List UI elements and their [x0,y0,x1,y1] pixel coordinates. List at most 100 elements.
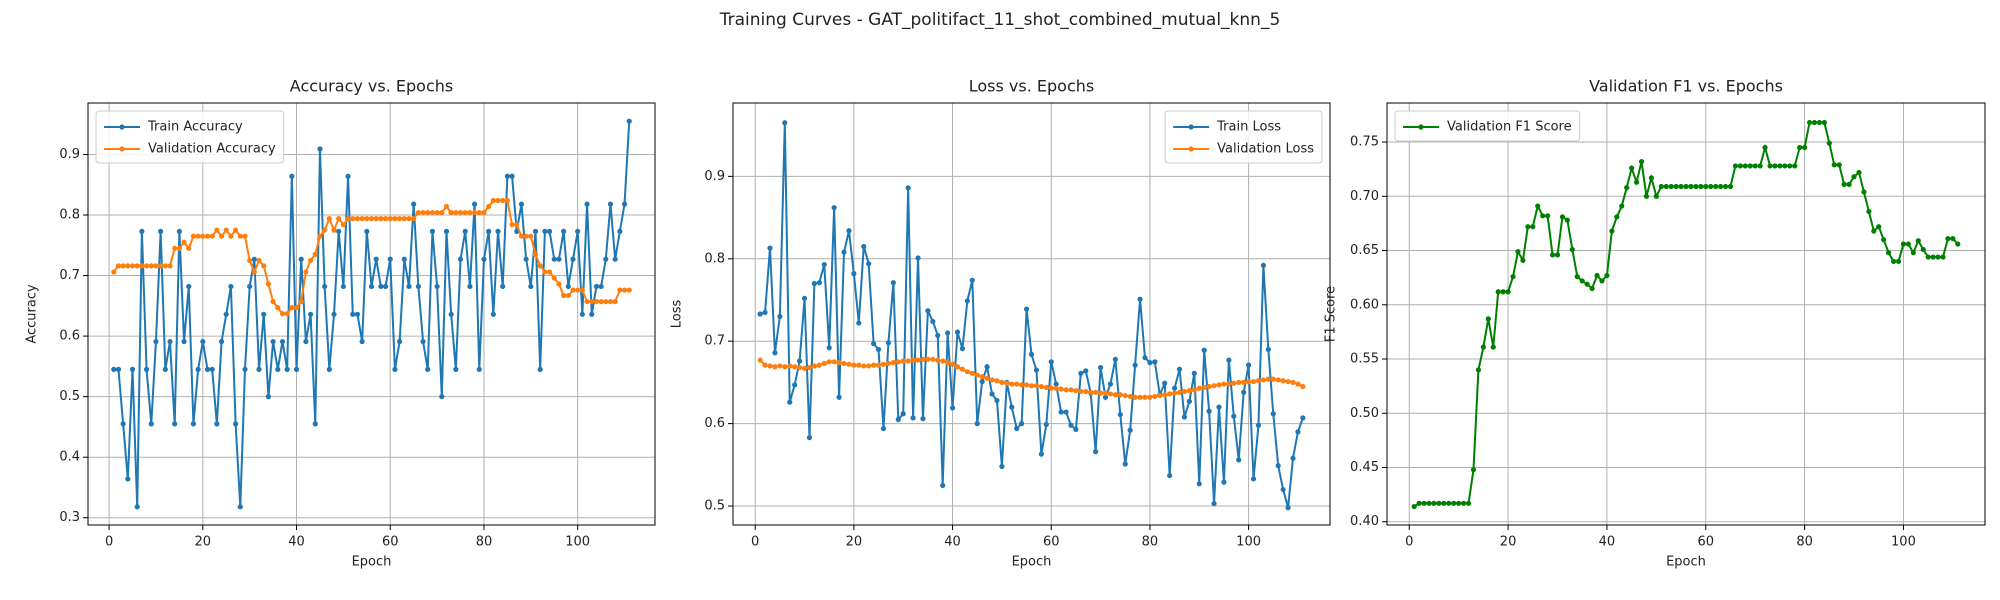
data-point [303,338,309,345]
legend-marker [1188,146,1194,152]
data-point [364,228,370,234]
data-point [1866,208,1872,215]
data-point [1871,228,1877,234]
data-point [603,298,609,305]
data-point [598,298,604,305]
data-point [457,256,464,262]
data-point [359,338,365,345]
data-point [129,263,136,269]
data-point [856,320,862,326]
data-point [275,305,281,311]
data-point [1525,224,1531,230]
data-point [279,338,286,345]
data-point [256,366,262,372]
data-point [1693,183,1699,190]
data-point [792,364,798,370]
data-point [1211,500,1217,507]
data-point [1688,183,1694,190]
data-point [1176,389,1183,395]
data-point [1895,258,1902,264]
data-point [890,280,896,286]
x-tick-label: 20 [1500,535,1517,550]
data-point [1221,381,1227,387]
data-point [345,216,351,222]
data-point [565,292,571,299]
data-point [200,338,206,345]
legend-label: Validation Accuracy [148,142,276,157]
plot-frame [1386,102,1986,526]
data-point [1181,388,1188,395]
data-point [1048,359,1054,365]
data-point [556,281,562,287]
data-point [940,482,946,489]
data-point [125,476,131,482]
data-point [1722,183,1729,190]
data-point [1063,387,1069,393]
data-point [1411,503,1417,510]
data-point [826,345,832,351]
x-tick-label: 80 [1142,535,1159,550]
data-point [1727,183,1734,190]
data-point [167,263,173,269]
data-point [915,357,921,363]
data-point [1673,183,1679,190]
data-point [989,391,995,397]
data-point [1038,451,1044,457]
data-point [204,233,211,239]
y-tick-label: 0.6 [59,329,80,344]
data-point [251,269,257,275]
data-point [1009,404,1015,410]
data-point [148,421,154,427]
data-point [940,358,946,364]
data-point [228,283,234,290]
data-point [584,201,590,207]
data-point [575,228,581,234]
data-point [223,227,229,233]
data-point [298,256,304,262]
data-point [1856,169,1862,176]
data-point [1112,392,1118,398]
data-point [1147,360,1153,366]
data-point [186,245,192,251]
data-point [556,256,562,262]
data-point [1171,385,1178,391]
y-tick-label: 0.7 [59,268,80,283]
data-point [528,283,534,290]
data-point [1280,378,1286,384]
data-point [1152,359,1158,365]
data-point [1777,163,1783,169]
data-point [1540,213,1546,219]
data-point [312,251,318,257]
data-point [994,397,1000,404]
data-point [237,504,243,510]
data-point [1579,278,1585,284]
data-point [176,245,182,251]
series-line [759,122,1304,508]
data-point [1436,500,1442,506]
data-point [1549,252,1556,258]
data-point [340,283,346,290]
data-point [1275,463,1281,469]
data-point [546,228,553,234]
data-point [1265,376,1271,382]
data-point [167,338,173,345]
data-point [831,359,837,365]
data-point [1300,383,1306,390]
data-point [846,228,852,234]
data-point [757,357,763,363]
data-point [811,280,818,287]
data-point [806,364,813,371]
data-point [382,283,389,290]
data-point [1584,281,1590,287]
data-point [1426,500,1432,506]
data-point [1206,408,1212,414]
x-tick-label: 40 [944,535,961,550]
x-tick-label: 80 [476,535,493,550]
data-point [242,233,248,239]
data-point [1231,413,1237,419]
data-point [223,311,229,317]
data-point [1093,389,1099,395]
data-point [354,216,361,222]
data-point [406,283,412,290]
data-point [425,209,431,216]
